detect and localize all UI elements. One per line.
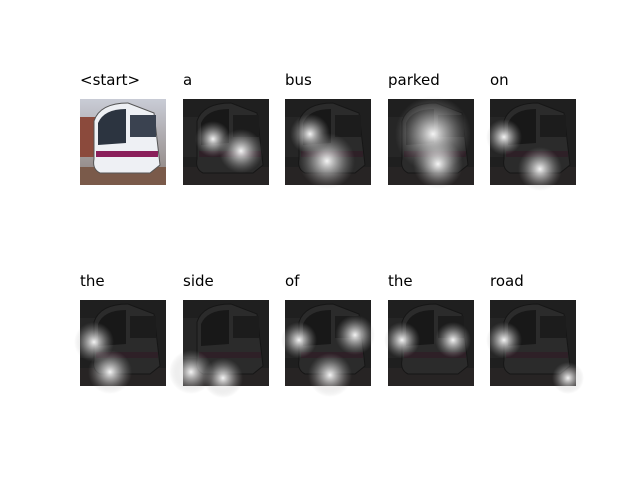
panel: the — [74, 272, 166, 394]
panel: the — [384, 272, 474, 386]
word-label: on — [490, 71, 509, 89]
bus-side-windows — [335, 115, 361, 137]
panel: road — [486, 272, 584, 394]
bus-side-windows — [540, 316, 566, 338]
word-label: side — [183, 272, 214, 290]
word-label: a — [183, 71, 192, 89]
attention-glow — [281, 322, 317, 358]
word-label: the — [80, 272, 105, 290]
word-label: <start> — [80, 71, 140, 89]
attention-glow — [413, 139, 463, 189]
bus-stripe — [506, 352, 568, 358]
attention-glow — [169, 350, 213, 394]
panel: bus — [285, 71, 371, 189]
bus-stripe — [96, 352, 158, 358]
word-label: road — [490, 272, 524, 290]
attention-glow — [384, 322, 420, 358]
panel: on — [486, 71, 576, 191]
bus-side-windows — [130, 115, 156, 137]
attention-glow — [335, 315, 375, 355]
attention-glow — [308, 353, 352, 397]
word-label: the — [388, 272, 413, 290]
panel: side — [169, 272, 269, 398]
panel: of — [281, 272, 375, 397]
attention-glow — [435, 322, 471, 358]
panel: a — [183, 71, 269, 185]
bus-windshield — [98, 109, 126, 145]
attention-glow — [88, 350, 132, 394]
word-label: bus — [285, 71, 312, 89]
attention-glow — [518, 147, 562, 191]
attention-glow — [486, 322, 522, 358]
word-label: parked — [388, 71, 440, 89]
bus-stripe — [96, 151, 158, 157]
panel: parked — [388, 71, 474, 189]
word-label: of — [285, 272, 300, 290]
attention-glow — [486, 119, 522, 155]
attention-glow — [290, 114, 330, 154]
attention-glow — [195, 121, 231, 157]
bus-side-windows — [540, 115, 566, 137]
bus-side-windows — [233, 316, 259, 338]
panel: <start> — [80, 71, 166, 185]
bus-stripe — [199, 352, 261, 358]
attention-glow — [552, 362, 584, 394]
bus-side-windows — [130, 316, 156, 338]
attention-glow — [203, 358, 243, 398]
bus-stripe — [404, 352, 466, 358]
bus-windshield — [201, 310, 229, 346]
